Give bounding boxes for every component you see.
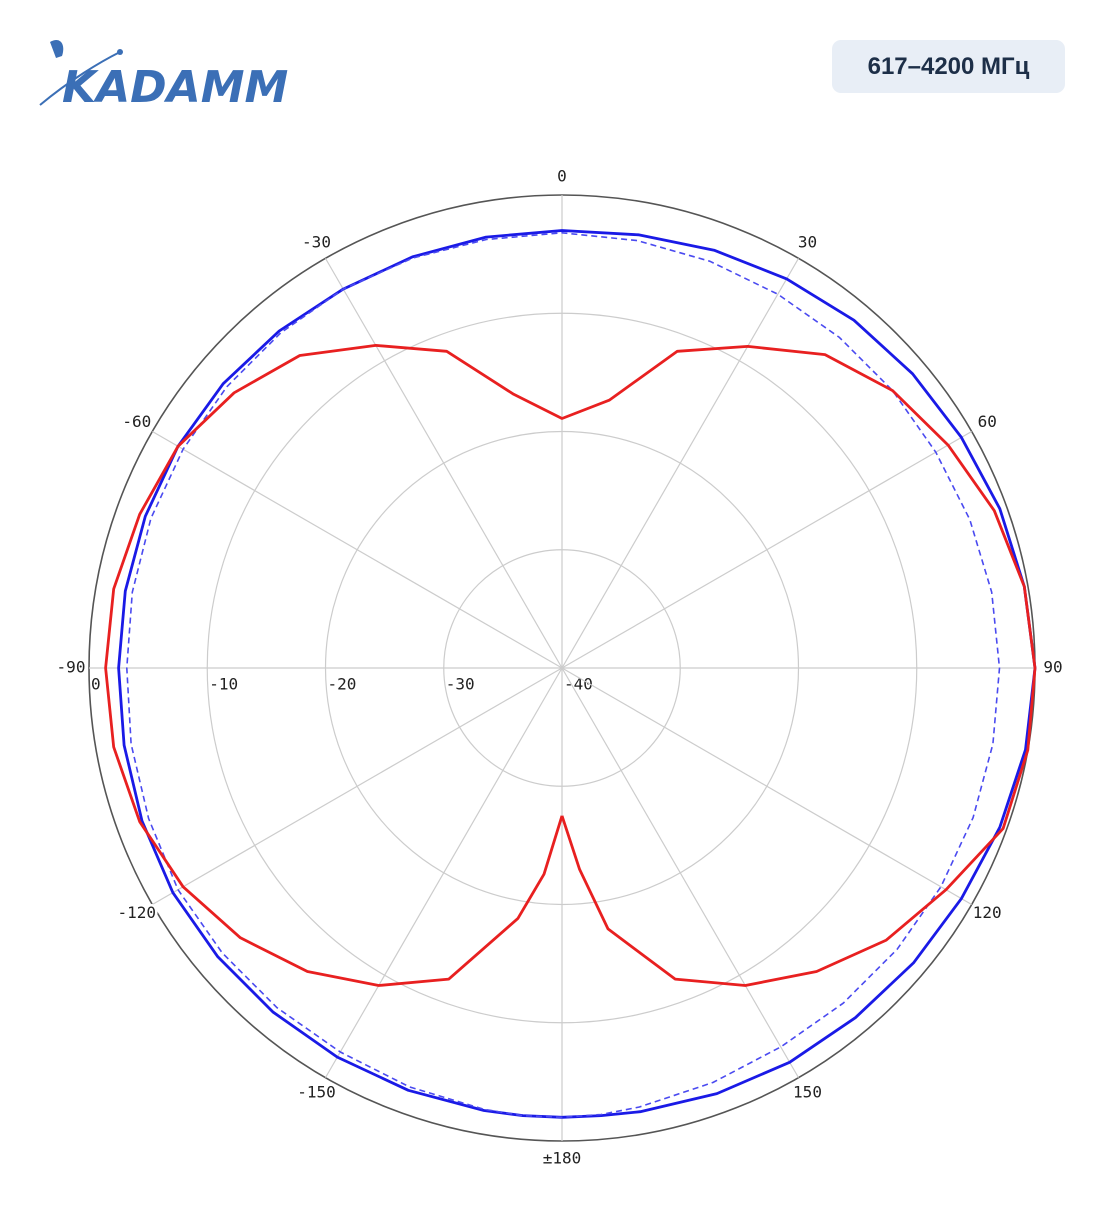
angle-tick-label: -30 [302, 232, 331, 251]
angle-tick-label: 30 [798, 232, 817, 251]
pattern-line [126, 232, 1001, 1119]
angle-tick-label: -150 [297, 1083, 336, 1102]
angle-tick-label: 30 [798, 232, 817, 251]
logo-icon [50, 39, 64, 58]
grid-ring [324, 430, 800, 906]
r-tick-label: -40 [564, 675, 593, 694]
grid-spoke [152, 667, 563, 906]
grid-ring [206, 312, 918, 1024]
angle-tick-label: -90 [57, 658, 86, 677]
angle-tick-label: -30 [302, 232, 331, 251]
angle-tick-label: -60 [122, 412, 151, 431]
r-tick-label: -10 [209, 675, 238, 694]
r-tick-label: -30 [446, 675, 475, 694]
angle-tick-label: 90 [1043, 658, 1062, 677]
frequency-badge: 617–4200 МГц [832, 40, 1065, 93]
brand: KADAMM [62, 62, 288, 113]
angle-tick-label: 0 [557, 167, 567, 186]
grid-spoke [561, 258, 800, 669]
r-tick-label: 0 [91, 675, 101, 694]
angle-tick-label: -150 [297, 1083, 336, 1102]
logo-dot [117, 49, 123, 55]
pattern-line [104, 344, 1037, 987]
angle-tick-label: -90 [57, 658, 86, 677]
angle-tick-label: 0 [557, 167, 567, 186]
grid-spoke [561, 667, 800, 1078]
angle-tick-label: ±180 [543, 1149, 582, 1168]
angle-tick-label: 150 [793, 1083, 822, 1102]
angle-tick-label: -120 [118, 903, 157, 922]
grid-spoke [324, 667, 563, 1078]
angle-tick-label: 90 [1043, 658, 1062, 677]
grid-spoke [561, 430, 972, 669]
angle-tick-label: 60 [978, 412, 997, 431]
grid-ring [443, 549, 681, 787]
pattern-line [117, 229, 1037, 1119]
angle-tick-label: 60 [978, 412, 997, 431]
r-tick-label: -20 [328, 675, 357, 694]
angle-tick-label: 120 [973, 903, 1002, 922]
outer-ring [88, 194, 1036, 1142]
angle-tick-label: 120 [973, 903, 1002, 922]
grid-spoke [561, 667, 972, 906]
grid-spoke [152, 430, 563, 669]
logo-arc [39, 51, 121, 106]
logo: KADAMM [39, 39, 288, 113]
angle-tick-label: 150 [793, 1083, 822, 1102]
angle-tick-label: ±180 [543, 1149, 582, 1168]
angle-tick-label: -60 [122, 412, 151, 431]
grid-spoke [324, 258, 563, 669]
angle-tick-label: -120 [118, 903, 157, 922]
